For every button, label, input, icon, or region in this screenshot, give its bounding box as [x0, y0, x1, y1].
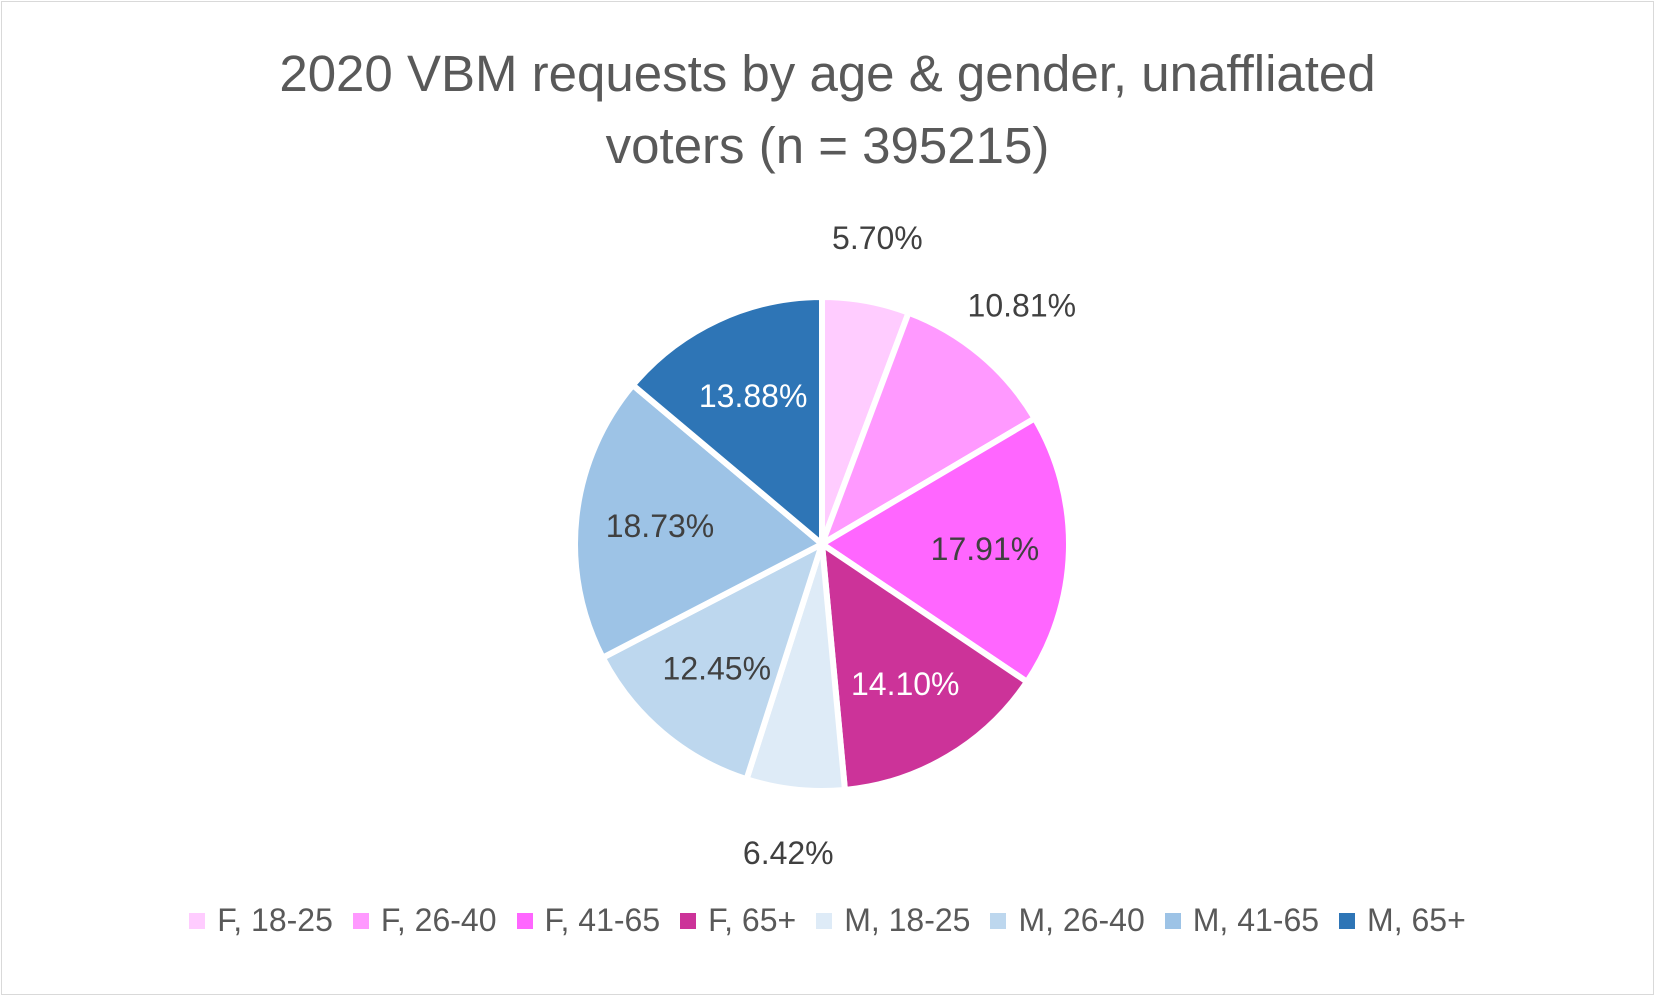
data-label-m-41-65: 18.73% [606, 508, 715, 544]
legend-swatch-f-18-25 [189, 912, 206, 929]
legend-item-f-18-25: F, 18-25 [189, 902, 333, 939]
legend-label-f-41-65: F, 41-65 [544, 902, 661, 938]
legend-swatch-m-41-65 [1164, 912, 1181, 929]
legend-swatch-f-41-65 [516, 912, 533, 929]
legend-item-m-18-25: M, 18-25 [816, 902, 970, 939]
pie-slice-m-41-65 [572, 382, 825, 661]
legend-swatch-m-18-25 [816, 912, 833, 929]
data-label-f-65: 14.10% [851, 666, 960, 702]
data-label-m-65: 13.88% [699, 378, 808, 414]
legend-item-f-26-40: F, 26-40 [352, 902, 497, 939]
legend-item-f-41-65: F, 41-65 [516, 902, 661, 939]
legend-label-m-26-40: M, 26-40 [1018, 902, 1145, 938]
pie-slice-f-65 [819, 541, 1030, 793]
legend-item-f-65: F, 65+ [680, 902, 796, 939]
legend-label-m-18-25: M, 18-25 [844, 902, 971, 938]
pie-slice-m-26-40 [599, 541, 825, 783]
pie-slice-f-41-65 [819, 415, 1072, 685]
pie-slice-m-65 [629, 294, 825, 547]
data-label-f-26-40: 10.81% [968, 288, 1077, 324]
legend-label-m-41-65: M, 41-65 [1192, 902, 1320, 938]
chart-legend: F, 18-25 F, 26-40 F, 41-65 F, 65+ M, 18-25 M,… [0, 902, 1655, 939]
legend-swatch-m-65 [1339, 912, 1356, 929]
data-label-f-41-65: 17.91% [931, 531, 1040, 567]
legend-item-m-65: M, 65+ [1339, 902, 1466, 939]
legend-label-f-26-40: F, 26-40 [380, 902, 497, 938]
data-label-m-26-40: 12.45% [663, 651, 772, 687]
legend-swatch-m-26-40 [990, 912, 1007, 929]
chart-title-line-1: 2020 VBM requests by age & gender, unaff… [279, 45, 1376, 102]
legend-item-m-41-65: M, 41-65 [1164, 902, 1320, 939]
chart-title-line-2: voters (n = 395215) [605, 117, 1050, 174]
data-label-m-18-25: 6.42% [743, 835, 834, 871]
legend-swatch-f-65 [680, 912, 697, 929]
pie-slice-f-26-40 [819, 309, 1038, 547]
legend-label-m-65: M, 65+ [1367, 902, 1466, 938]
data-label-f-18-25: 5.70% [832, 220, 923, 256]
legend-item-m-26-40: M, 26-40 [990, 902, 1145, 939]
legend-label-f-65: F, 65+ [708, 902, 797, 938]
legend-swatch-f-26-40 [352, 912, 369, 929]
legend-label-f-18-25: F, 18-25 [217, 902, 333, 938]
chart-title: 2020 VBM requests by age & gender, unaff… [0, 38, 1655, 182]
